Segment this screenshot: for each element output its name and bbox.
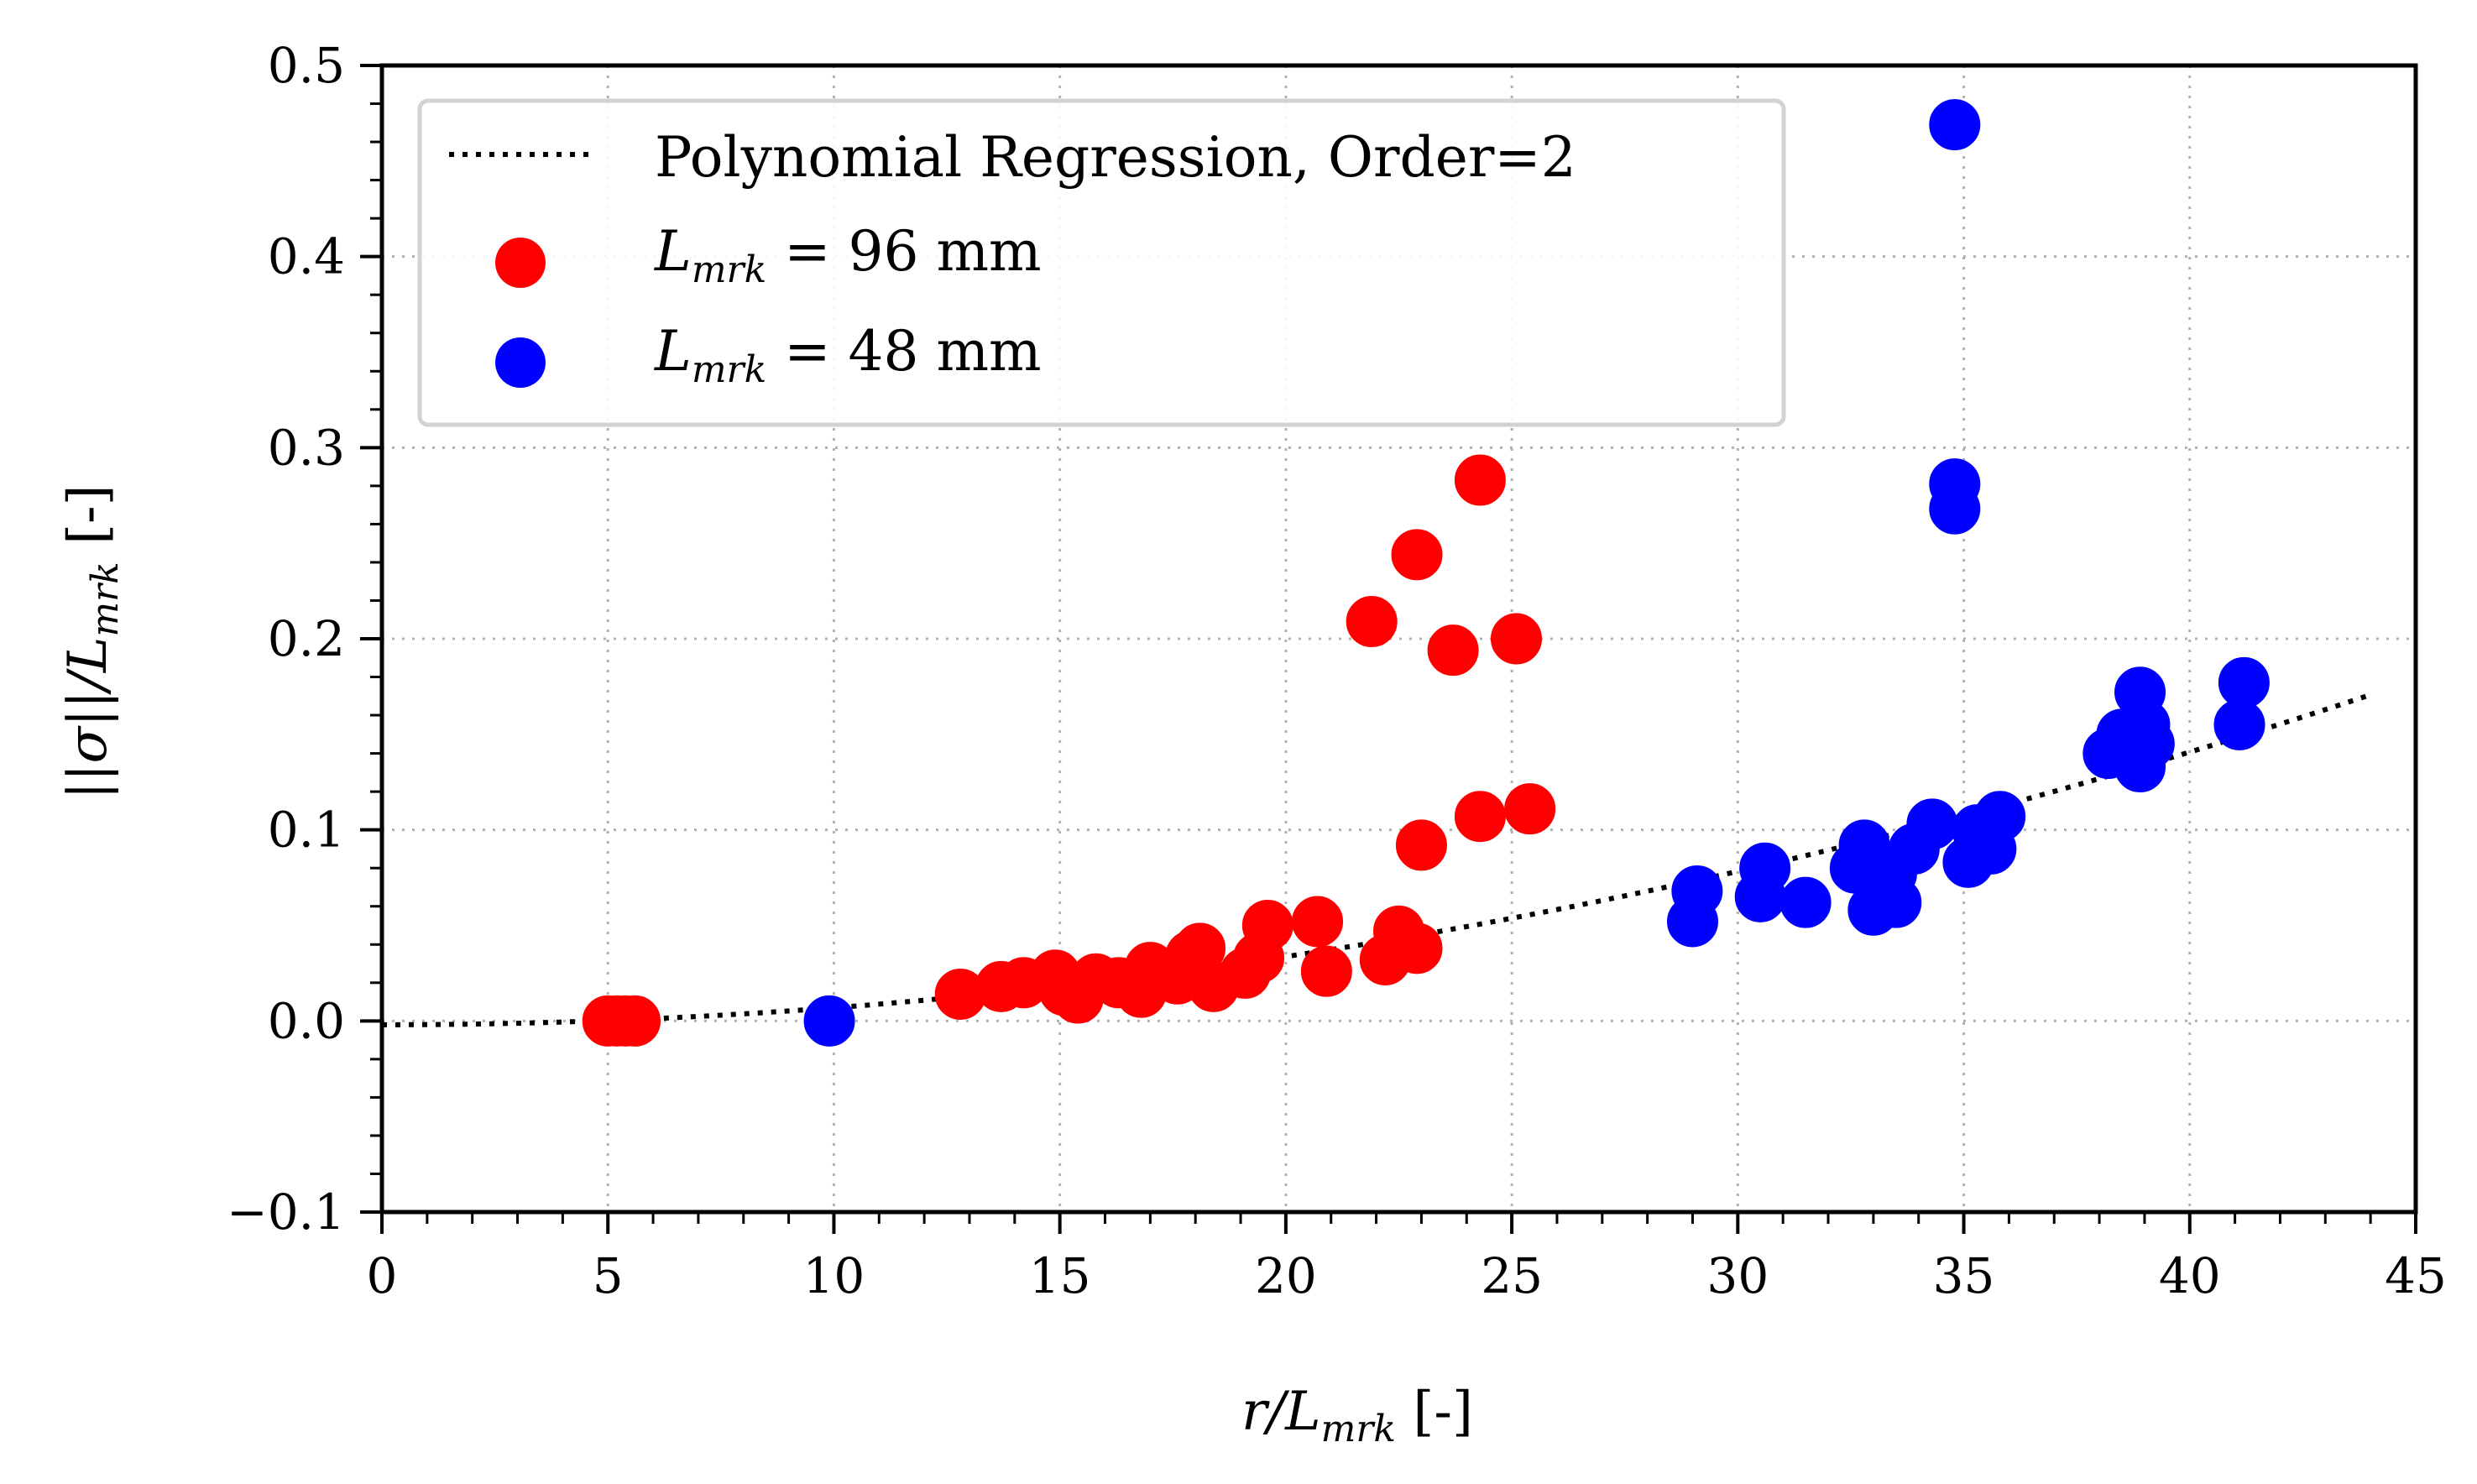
blue-point xyxy=(1929,483,1981,535)
blue-point xyxy=(1906,798,1958,850)
x-tick-label: 45 xyxy=(2385,1247,2447,1304)
blue-point xyxy=(1671,865,1723,917)
red-point xyxy=(1292,896,1344,948)
blue-point xyxy=(1870,876,1922,928)
red-point xyxy=(1504,783,1556,835)
blue-point xyxy=(1974,791,2026,843)
red-point xyxy=(1490,613,1542,665)
red-point xyxy=(1427,624,1479,677)
legend: Polynomial Regression, Order=2 Lmrk = 96… xyxy=(417,98,1786,427)
y-tick-label: 0.5 xyxy=(268,37,345,94)
legend-box xyxy=(417,98,1786,427)
x-tick-label: 0 xyxy=(367,1247,398,1304)
x-tick-label: 40 xyxy=(2159,1247,2221,1304)
y-tick-label: 0.3 xyxy=(268,419,345,476)
x-tick-label: 35 xyxy=(1933,1247,1995,1304)
blue-point xyxy=(2218,656,2270,708)
x-tick-label: 30 xyxy=(1706,1247,1769,1304)
red-point xyxy=(1241,900,1293,951)
blue-point xyxy=(1779,876,1832,928)
y-tick-label: 0.4 xyxy=(268,228,345,285)
red-point xyxy=(609,995,661,1047)
y-tick-label: 0.0 xyxy=(268,992,345,1049)
x-tick-label: 20 xyxy=(1255,1247,1317,1304)
x-tick-label: 10 xyxy=(803,1247,865,1304)
legend-blue-label: Lmrk = 48 mm xyxy=(654,319,1042,391)
red-point xyxy=(1391,529,1443,581)
red-point xyxy=(1346,596,1398,648)
blue-point xyxy=(803,995,855,1047)
legend-red-label: Lmrk = 96 mm xyxy=(654,219,1042,291)
red-point xyxy=(1391,922,1443,975)
red-point xyxy=(1395,819,1447,871)
points-layer xyxy=(582,99,2270,1047)
legend-blue-swatch xyxy=(495,337,546,388)
y-tick-label: −0.1 xyxy=(227,1184,345,1241)
red-point xyxy=(1454,791,1506,843)
legend-red-swatch xyxy=(495,238,546,288)
x-tick-label: 5 xyxy=(593,1247,624,1304)
red-point xyxy=(1454,454,1506,506)
x-tick-label: 15 xyxy=(1029,1247,1091,1304)
y-tick-label: 0.1 xyxy=(268,802,345,859)
x-tick-label: 25 xyxy=(1481,1247,1543,1304)
blue-point xyxy=(1929,99,1981,151)
ticks: 0 5 10 15 20 25 30 35 40 45 −0.1 0.0 0.1 0.2 0.3 0.4 0.5 xyxy=(227,37,2447,1304)
y-tick-label: 0.2 xyxy=(268,610,345,667)
y-axis-label: ||σ||/Lmrk [-] xyxy=(57,484,127,799)
blue-point xyxy=(2123,718,2175,770)
red-point xyxy=(1300,945,1352,997)
blue-point xyxy=(1739,842,1791,894)
x-axis-label: r/Lmrk [-] xyxy=(1241,1381,1473,1450)
legend-regression-label: Polynomial Regression, Order=2 xyxy=(655,125,1576,190)
